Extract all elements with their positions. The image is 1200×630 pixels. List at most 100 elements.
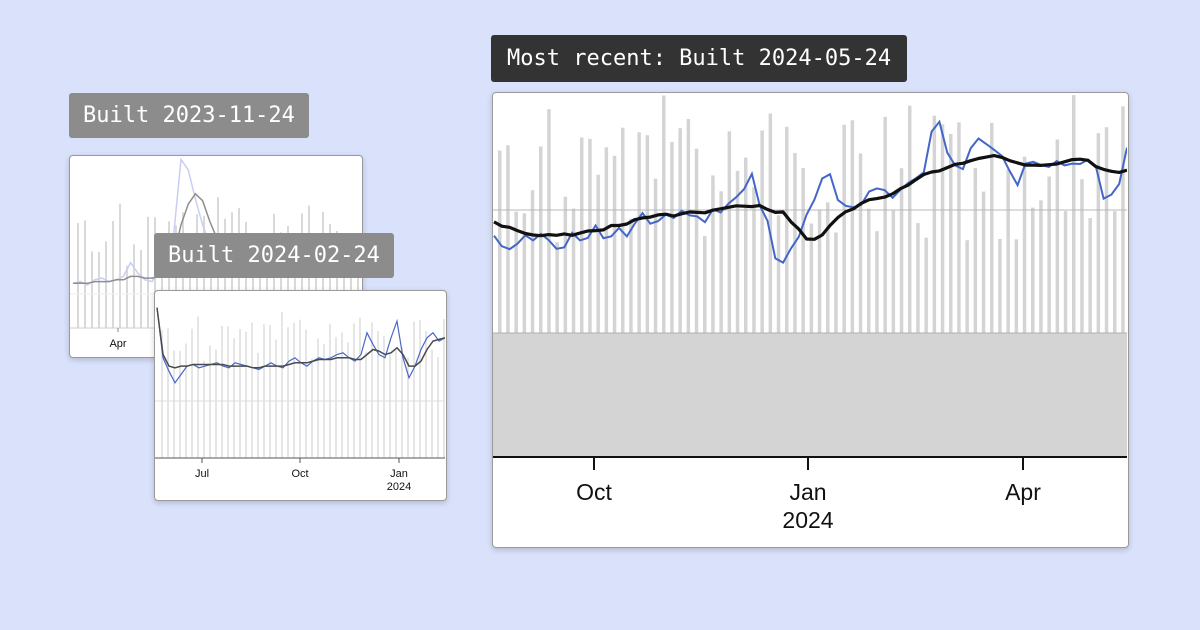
chart-bar (287, 327, 289, 458)
chart-main-x-tick-label-oct: Oct (576, 479, 612, 505)
chart-bar (91, 251, 93, 328)
chart-bar (1104, 127, 1109, 457)
chart-bar (752, 187, 756, 457)
chart-bar (949, 134, 953, 457)
chart-bar (662, 95, 666, 457)
chart-bar (973, 167, 978, 457)
chart-bar (210, 236, 212, 328)
chart-bar (555, 242, 559, 457)
chart-bar (768, 113, 773, 457)
chart-bar (612, 155, 617, 458)
chart-bar (596, 174, 600, 457)
chart-bar (653, 178, 658, 457)
chart-bar (280, 232, 282, 328)
chart-bar (133, 244, 135, 328)
chart-bar (1055, 139, 1060, 457)
chart-bar (263, 324, 265, 458)
chart-bar (425, 331, 427, 458)
chart-bar (965, 240, 969, 457)
chart-bar (735, 170, 740, 458)
chart-main-x-tick-label-year: 2024 (782, 507, 833, 533)
chart-bar (1014, 239, 1019, 457)
chart-bar (251, 322, 253, 458)
chart-bar (1121, 106, 1125, 458)
chart-bar (371, 322, 373, 458)
chart-bar (932, 115, 937, 457)
chart-bar (604, 147, 609, 458)
chart-bar (191, 328, 193, 458)
chart-bar (530, 190, 535, 457)
chart-2-x-tick-label-jan: Jan (390, 468, 408, 480)
chart-bar (580, 137, 584, 457)
chart-bar (77, 222, 79, 328)
chart-bar (1096, 133, 1101, 457)
chart-bar (275, 339, 277, 458)
chart-bar (239, 329, 241, 458)
chart-bar (329, 323, 331, 458)
chart-bar (419, 320, 421, 458)
chart-bar (1006, 169, 1010, 457)
chart-bar (891, 210, 896, 457)
chart-bar (259, 234, 261, 328)
chart-bar (1031, 207, 1035, 457)
chart-bar (233, 338, 235, 458)
chart-bar (215, 349, 217, 458)
chart-bar (957, 122, 961, 458)
chart-bar (801, 168, 805, 457)
chart-panel-main: Oct Jan 2024 Apr (492, 92, 1129, 548)
chart-bar (563, 196, 568, 457)
chart-bar (645, 135, 650, 457)
chart-bar (1113, 211, 1117, 457)
chart-1-x-tick-label-apr: Apr (109, 338, 126, 350)
chart-bar (834, 232, 838, 457)
chart-2-x-tick-label-oct: Oct (291, 468, 308, 480)
chart-bar (294, 239, 296, 328)
chart-2-x-tick-label-year: 2024 (387, 481, 411, 493)
chart-bar (257, 352, 259, 458)
chart-bar (377, 331, 379, 458)
chart-bar (940, 124, 945, 458)
chart-bar (293, 322, 295, 458)
chart-bar (719, 191, 723, 458)
chart-bar (547, 109, 551, 457)
chart-panel-2: Jul Oct Jan 2024 (154, 290, 447, 501)
chart-main-average-line (493, 154, 1127, 241)
chart-bar (514, 211, 518, 457)
chart-bar (621, 127, 625, 457)
chart-bar (401, 347, 403, 458)
chart-bar (365, 351, 367, 458)
chart-2-plot: Jul Oct Jan 2024 (155, 307, 445, 493)
chart-bar (98, 252, 100, 328)
chart-bar (727, 131, 732, 458)
chart-bar (1022, 156, 1027, 457)
chart-bar (637, 132, 641, 458)
chart-bar (694, 148, 699, 457)
chart-bar (359, 317, 361, 458)
chart-bar (711, 175, 715, 457)
chart-bar (311, 358, 313, 458)
chart-bar (266, 241, 268, 328)
chart-bar (817, 210, 822, 457)
chart-bar (998, 238, 1002, 457)
chart-2-x-tick-label-jul: Jul (195, 468, 209, 480)
chart-1-build-tag: Built 2023-11-24 (69, 93, 309, 138)
chart-bar (281, 311, 283, 458)
chart-bar (1047, 176, 1051, 457)
chart-bar (678, 128, 682, 457)
chart-bar (299, 319, 301, 458)
chart-bar (539, 146, 543, 457)
chart-bar (140, 249, 142, 328)
chart-bar (173, 350, 175, 458)
chart-bar (179, 351, 181, 458)
chart-bar (347, 342, 349, 458)
chart-bar (981, 191, 986, 457)
chart-bar (1039, 200, 1043, 458)
chart-2-build-tag: Built 2024-02-24 (154, 233, 394, 278)
chart-bar (760, 130, 764, 457)
chart-bar (353, 323, 355, 458)
chart-bar (336, 231, 338, 328)
chart-main-build-tag: Most recent: Built 2024-05-24 (491, 35, 908, 82)
chart-bar (84, 220, 86, 328)
chart-bar (826, 202, 830, 457)
chart-bar (105, 241, 107, 328)
